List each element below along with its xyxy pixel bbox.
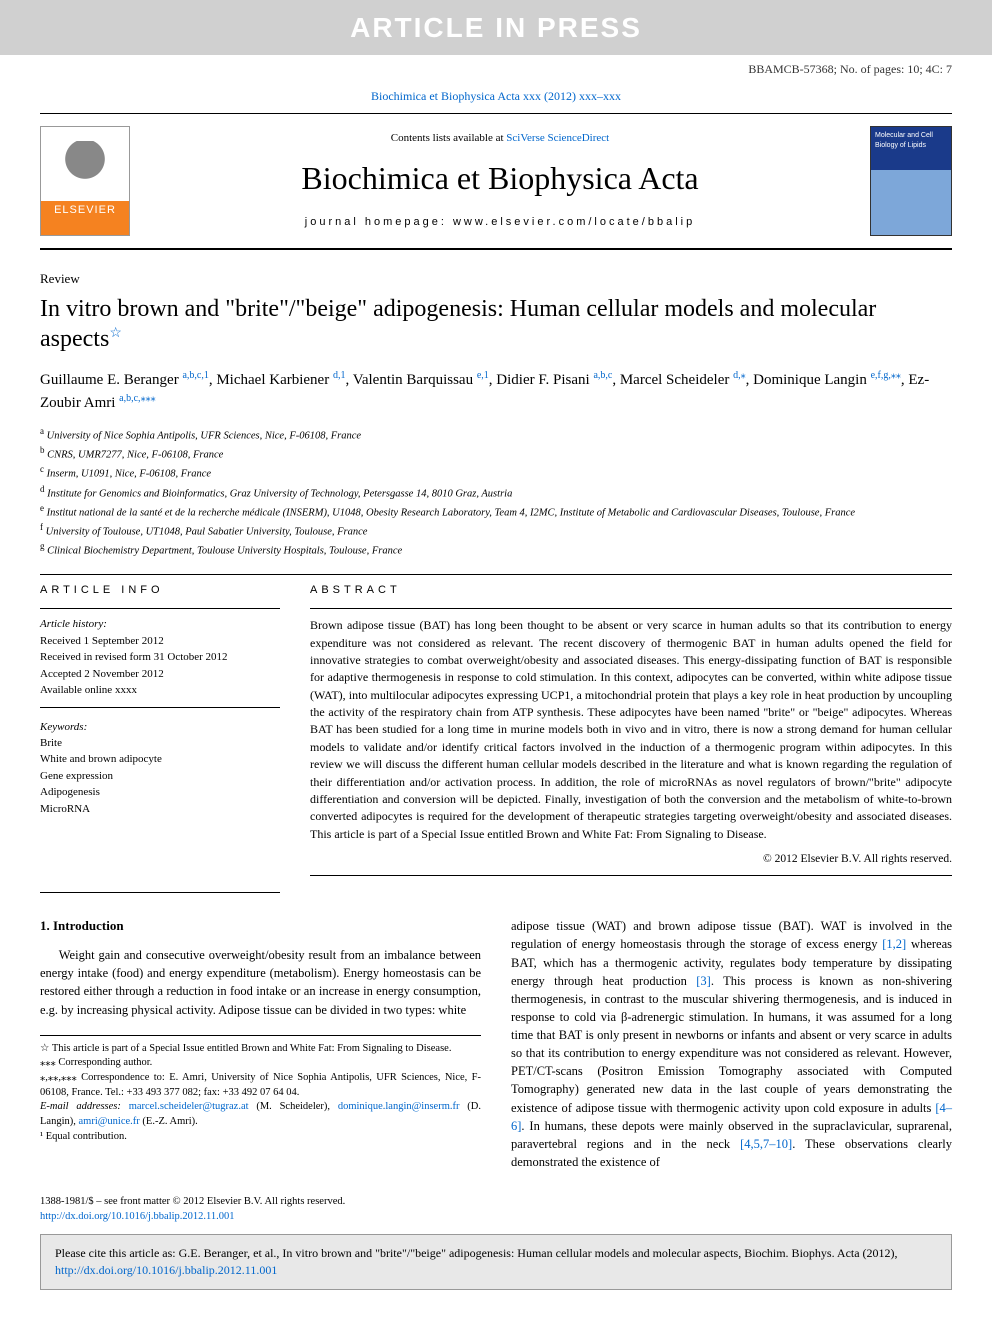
affiliation: b CNRS, UMR7277, Nice, F-06108, France	[40, 444, 952, 463]
divider	[40, 892, 280, 893]
footnote-corresponding-author: ⁎⁎⁎ Corresponding author.	[40, 1056, 481, 1071]
author: Valentin Barquissau e,1	[353, 372, 489, 388]
body-paragraph: Weight gain and consecutive overweight/o…	[40, 946, 481, 1019]
article-title: In vitro brown and "brite"/"beige" adipo…	[40, 294, 952, 354]
author: Dominique Langin e,f,g,⁎⁎	[753, 372, 901, 388]
journal-name: Biochimica et Biophysica Acta	[130, 156, 870, 201]
keyword: Brite	[40, 735, 280, 752]
history-item: Available online xxxx	[40, 682, 280, 699]
footnote-emails: E-mail addresses: marcel.scheideler@tugr…	[40, 1100, 481, 1129]
history-item: Accepted 2 November 2012	[40, 666, 280, 683]
reference-link[interactable]: [4,5,7–10]	[740, 1137, 792, 1151]
elsevier-tree-icon	[60, 141, 110, 201]
history-item: Received 1 September 2012	[40, 633, 280, 650]
article-reference: BBAMCB-57368; No. of pages: 10; 4C: 7	[0, 55, 992, 84]
title-footnote-star[interactable]: ☆	[109, 326, 122, 341]
keyword: MicroRNA	[40, 801, 280, 818]
citation-text: Please cite this article as: G.E. Berang…	[55, 1246, 898, 1260]
body-two-column: 1. Introduction Weight gain and consecut…	[40, 917, 952, 1171]
affiliation: d Institute for Genomics and Bioinformat…	[40, 483, 952, 502]
journal-header: ELSEVIER Contents lists available at Sci…	[40, 113, 952, 250]
author: Didier F. Pisani a,b,c	[496, 372, 612, 388]
article-type: Review	[40, 270, 952, 288]
abstract-column: ABSTRACT Brown adipose tissue (BAT) has …	[310, 583, 952, 885]
divider	[310, 875, 952, 876]
email-link[interactable]: dominique.langin@inserm.fr	[338, 1101, 460, 1112]
contents-prefix: Contents lists available at	[391, 132, 506, 144]
doi-link[interactable]: http://dx.doi.org/10.1016/j.bbalip.2012.…	[40, 1211, 235, 1222]
email-link[interactable]: marcel.scheideler@tugraz.at	[129, 1101, 249, 1112]
history-item: Received in revised form 31 October 2012	[40, 649, 280, 666]
footnote-star: ☆ This article is part of a Special Issu…	[40, 1042, 481, 1057]
affiliation: f University of Toulouse, UT1048, Paul S…	[40, 521, 952, 540]
article-info-heading: ARTICLE INFO	[40, 583, 280, 598]
abstract-heading: ABSTRACT	[310, 583, 952, 598]
sciencedirect-link[interactable]: SciVerse ScienceDirect	[506, 132, 609, 144]
footnote-correspondence: ⁎,⁎⁎,⁎⁎⁎ Correspondence to: E. Amri, Uni…	[40, 1071, 481, 1100]
divider	[310, 608, 952, 609]
affiliation: c Inserm, U1091, Nice, F-06108, France	[40, 463, 952, 482]
reference-link[interactable]: [3]	[696, 974, 711, 988]
article-info-column: ARTICLE INFO Article history: Received 1…	[40, 583, 280, 885]
affiliation: g Clinical Biochemistry Department, Toul…	[40, 540, 952, 559]
abstract-copyright: © 2012 Elsevier B.V. All rights reserved…	[310, 851, 952, 867]
reference-link[interactable]: [1,2]	[882, 937, 906, 951]
citation-box: Please cite this article as: G.E. Berang…	[40, 1234, 952, 1290]
history-label: Article history:	[40, 617, 280, 632]
author: Michael Karbiener d,1	[216, 372, 345, 388]
elsevier-brand-text: ELSEVIER	[41, 201, 129, 220]
email-link[interactable]: amri@unice.fr	[79, 1116, 140, 1127]
body-paragraph: adipose tissue (WAT) and brown adipose t…	[511, 917, 952, 1171]
author-list: Guillaume E. Beranger a,b,c,1, Michael K…	[40, 368, 952, 415]
elsevier-logo[interactable]: ELSEVIER	[40, 126, 130, 236]
journal-citation-link[interactable]: Biochimica et Biophysica Acta xxx (2012)…	[0, 84, 992, 113]
journal-homepage: journal homepage: www.elsevier.com/locat…	[130, 215, 870, 230]
divider	[40, 608, 280, 609]
intro-heading: 1. Introduction	[40, 917, 481, 936]
affiliation: a University of Nice Sophia Antipolis, U…	[40, 425, 952, 444]
keyword: Adipogenesis	[40, 784, 280, 801]
footnotes: ☆ This article is part of a Special Issu…	[40, 1035, 481, 1145]
affiliations: a University of Nice Sophia Antipolis, U…	[40, 425, 952, 560]
keyword: Gene expression	[40, 768, 280, 785]
divider	[40, 574, 952, 575]
keywords-label: Keywords:	[40, 720, 280, 735]
author: Marcel Scheideler d,⁎	[620, 372, 746, 388]
abstract-text: Brown adipose tissue (BAT) has long been…	[310, 617, 952, 843]
divider	[40, 707, 280, 708]
citation-doi-link[interactable]: http://dx.doi.org/10.1016/j.bbalip.2012.…	[55, 1263, 277, 1277]
footnote-equal-contribution: ¹ Equal contribution.	[40, 1130, 481, 1145]
keyword: White and brown adipocyte	[40, 751, 280, 768]
in-press-banner: ARTICLE IN PRESS	[0, 0, 992, 55]
front-matter-line: 1388-1981/$ – see front matter © 2012 El…	[40, 1195, 952, 1224]
author: Guillaume E. Beranger a,b,c,1	[40, 372, 209, 388]
journal-cover-thumbnail[interactable]: Molecular and Cell Biology of Lipids	[870, 126, 952, 236]
affiliation: e Institut national de la santé et de la…	[40, 502, 952, 521]
contents-available-line: Contents lists available at SciVerse Sci…	[130, 131, 870, 146]
title-text: In vitro brown and "brite"/"beige" adipo…	[40, 296, 876, 352]
